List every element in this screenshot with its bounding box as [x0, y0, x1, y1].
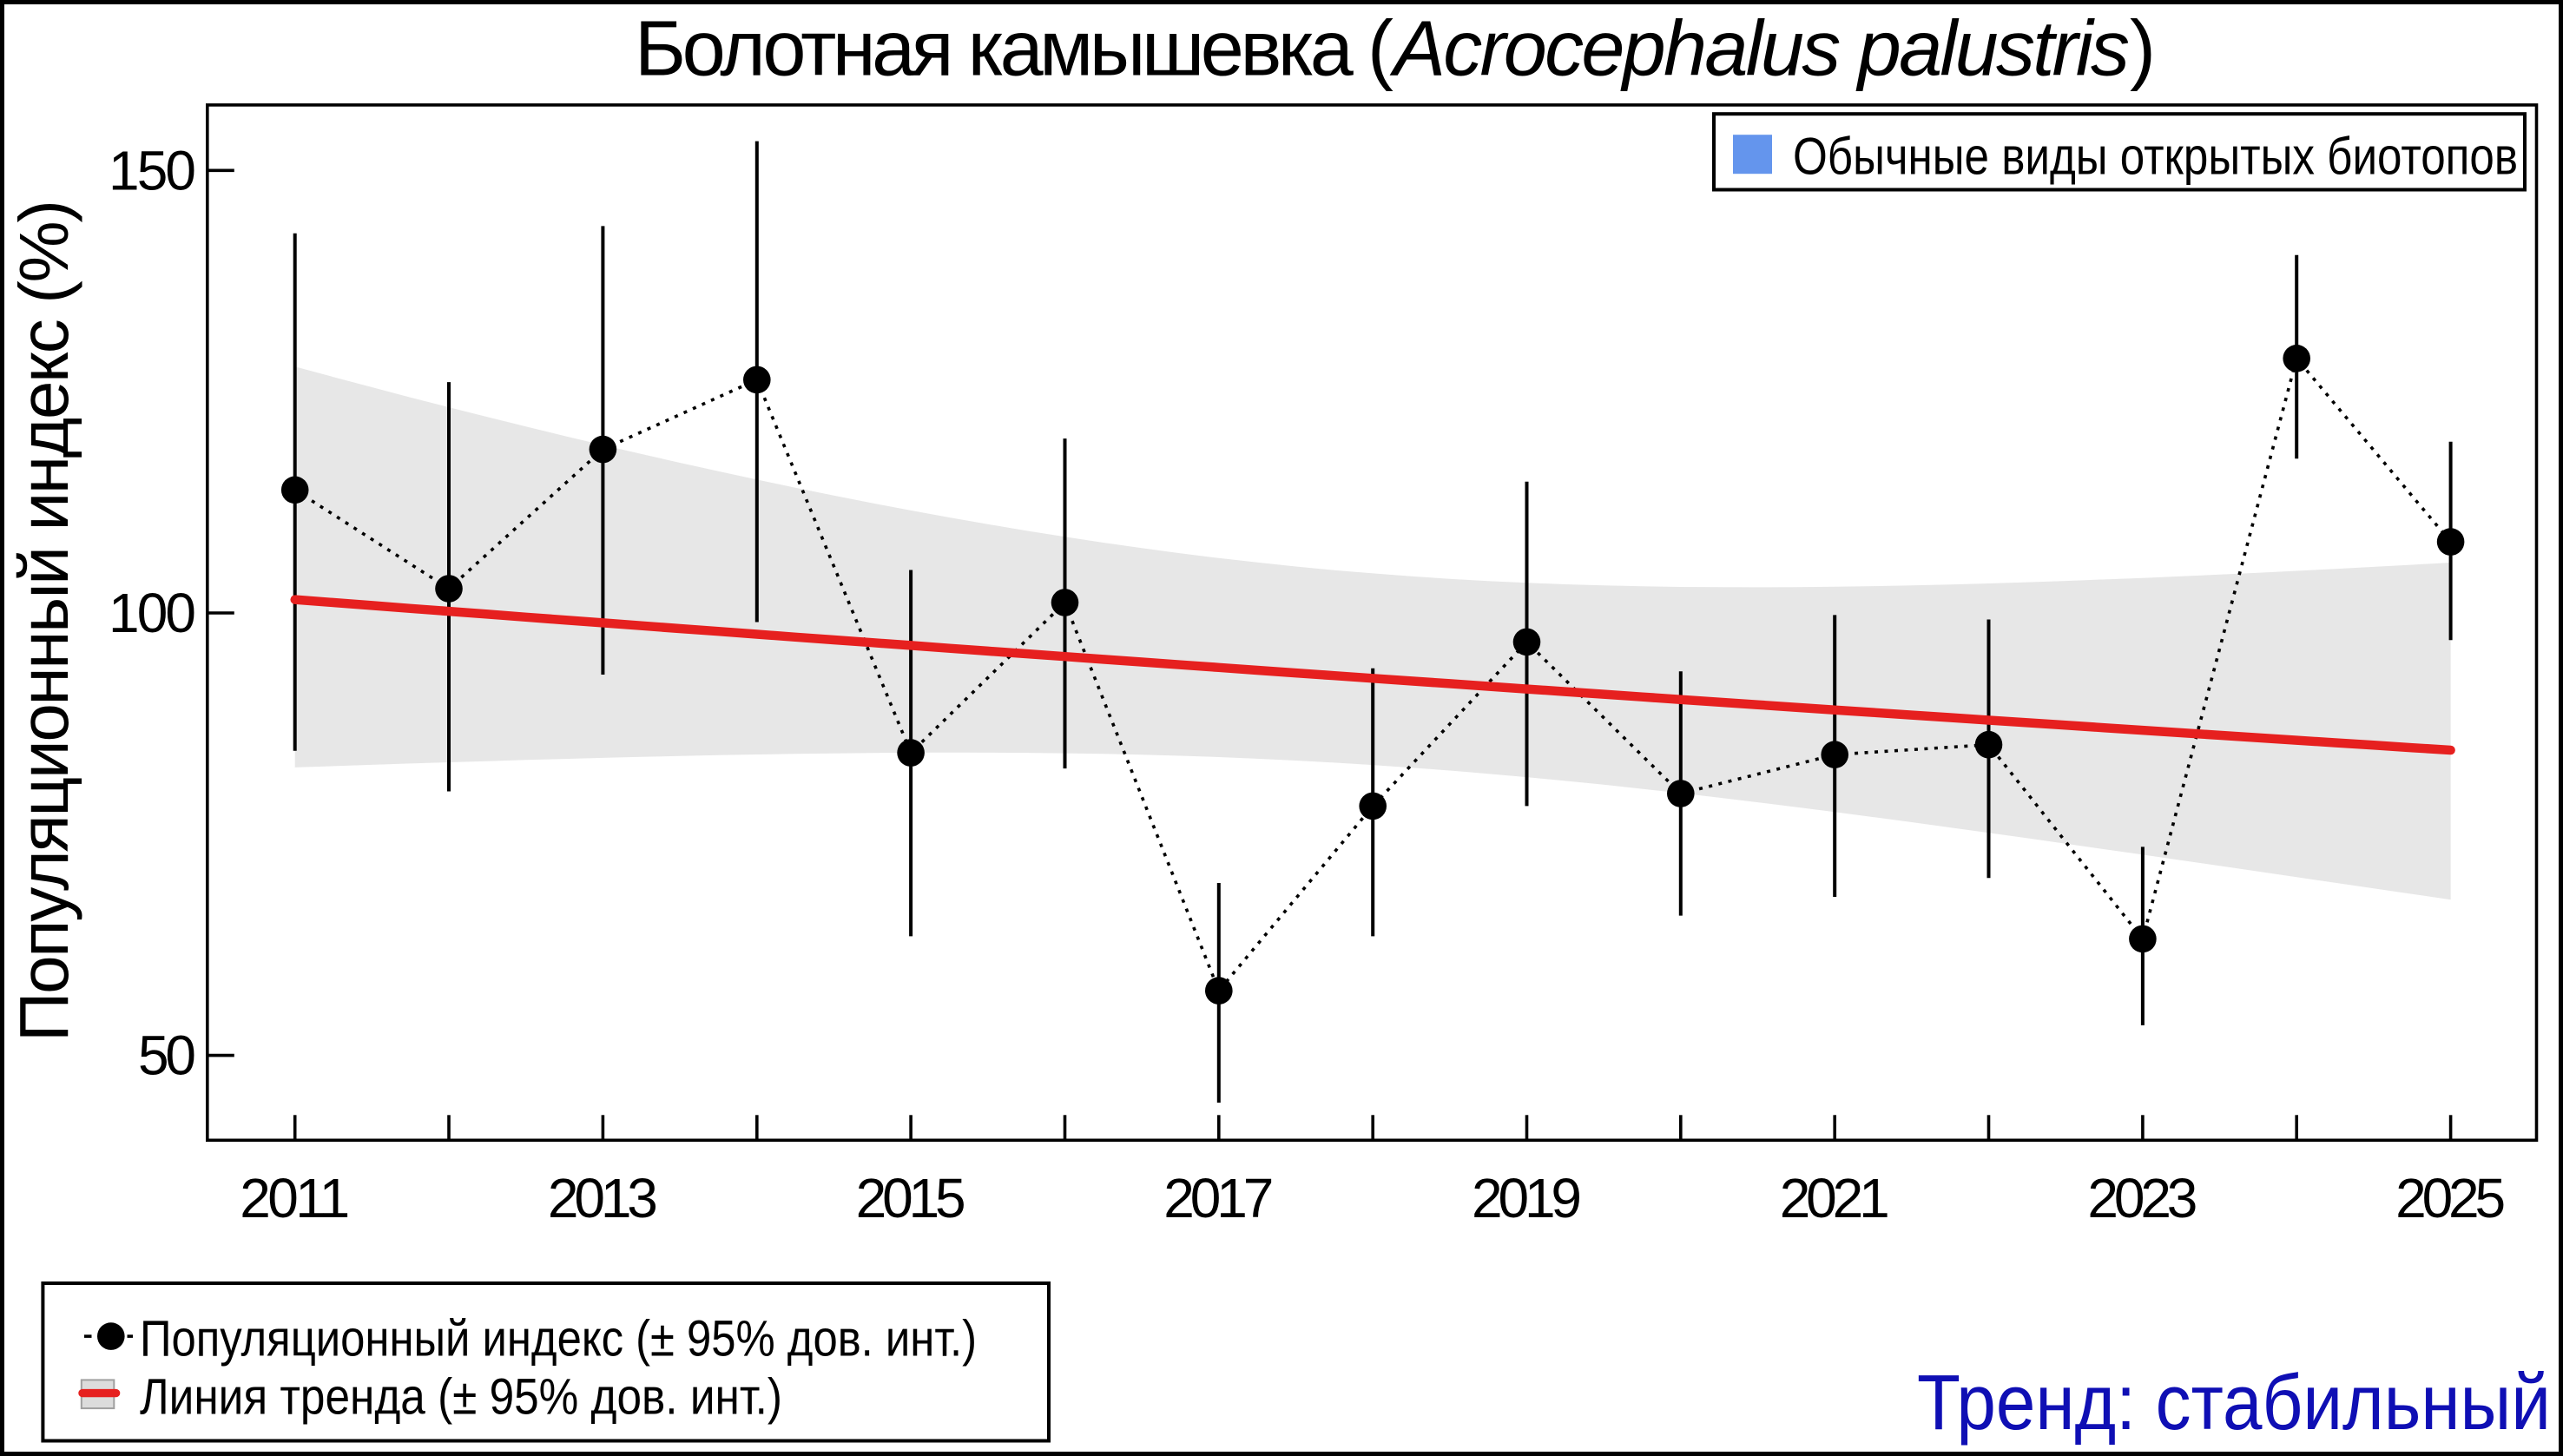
svg-text:2013: 2013 [548, 1167, 658, 1229]
svg-text:2017: 2017 [1163, 1167, 1274, 1229]
svg-text:Линия тренда (± 95% дов. инт.): Линия тренда (± 95% дов. инт.) [140, 1369, 782, 1426]
svg-text:Болотная камышевка (: Болотная камышевка ( [635, 6, 1394, 93]
svg-text:Acrocephalus palustris: Acrocephalus palustris [1389, 6, 2130, 93]
svg-text:): ) [2130, 6, 2156, 93]
svg-text:2015: 2015 [856, 1167, 966, 1229]
svg-text:50: 50 [138, 1024, 196, 1087]
svg-text:Обычные виды открытых биотопов: Обычные виды открытых биотопов [1793, 127, 2518, 185]
svg-text:2023: 2023 [2087, 1167, 2197, 1229]
svg-text:2019: 2019 [1472, 1167, 1582, 1229]
svg-text:150: 150 [109, 139, 196, 201]
svg-text:Популяционный индекс (± 95% до: Популяционный индекс (± 95% дов. инт.) [140, 1311, 977, 1367]
svg-text:Популяционный индекс (%): Популяционный индекс (%) [5, 200, 82, 1042]
svg-text:2011: 2011 [240, 1167, 350, 1229]
svg-text:2021: 2021 [1780, 1167, 1890, 1229]
svg-text:100: 100 [109, 582, 196, 644]
svg-text:Тренд: стабильный: Тренд: стабильный [1917, 1360, 2551, 1446]
svg-text:2025: 2025 [2395, 1167, 2506, 1229]
